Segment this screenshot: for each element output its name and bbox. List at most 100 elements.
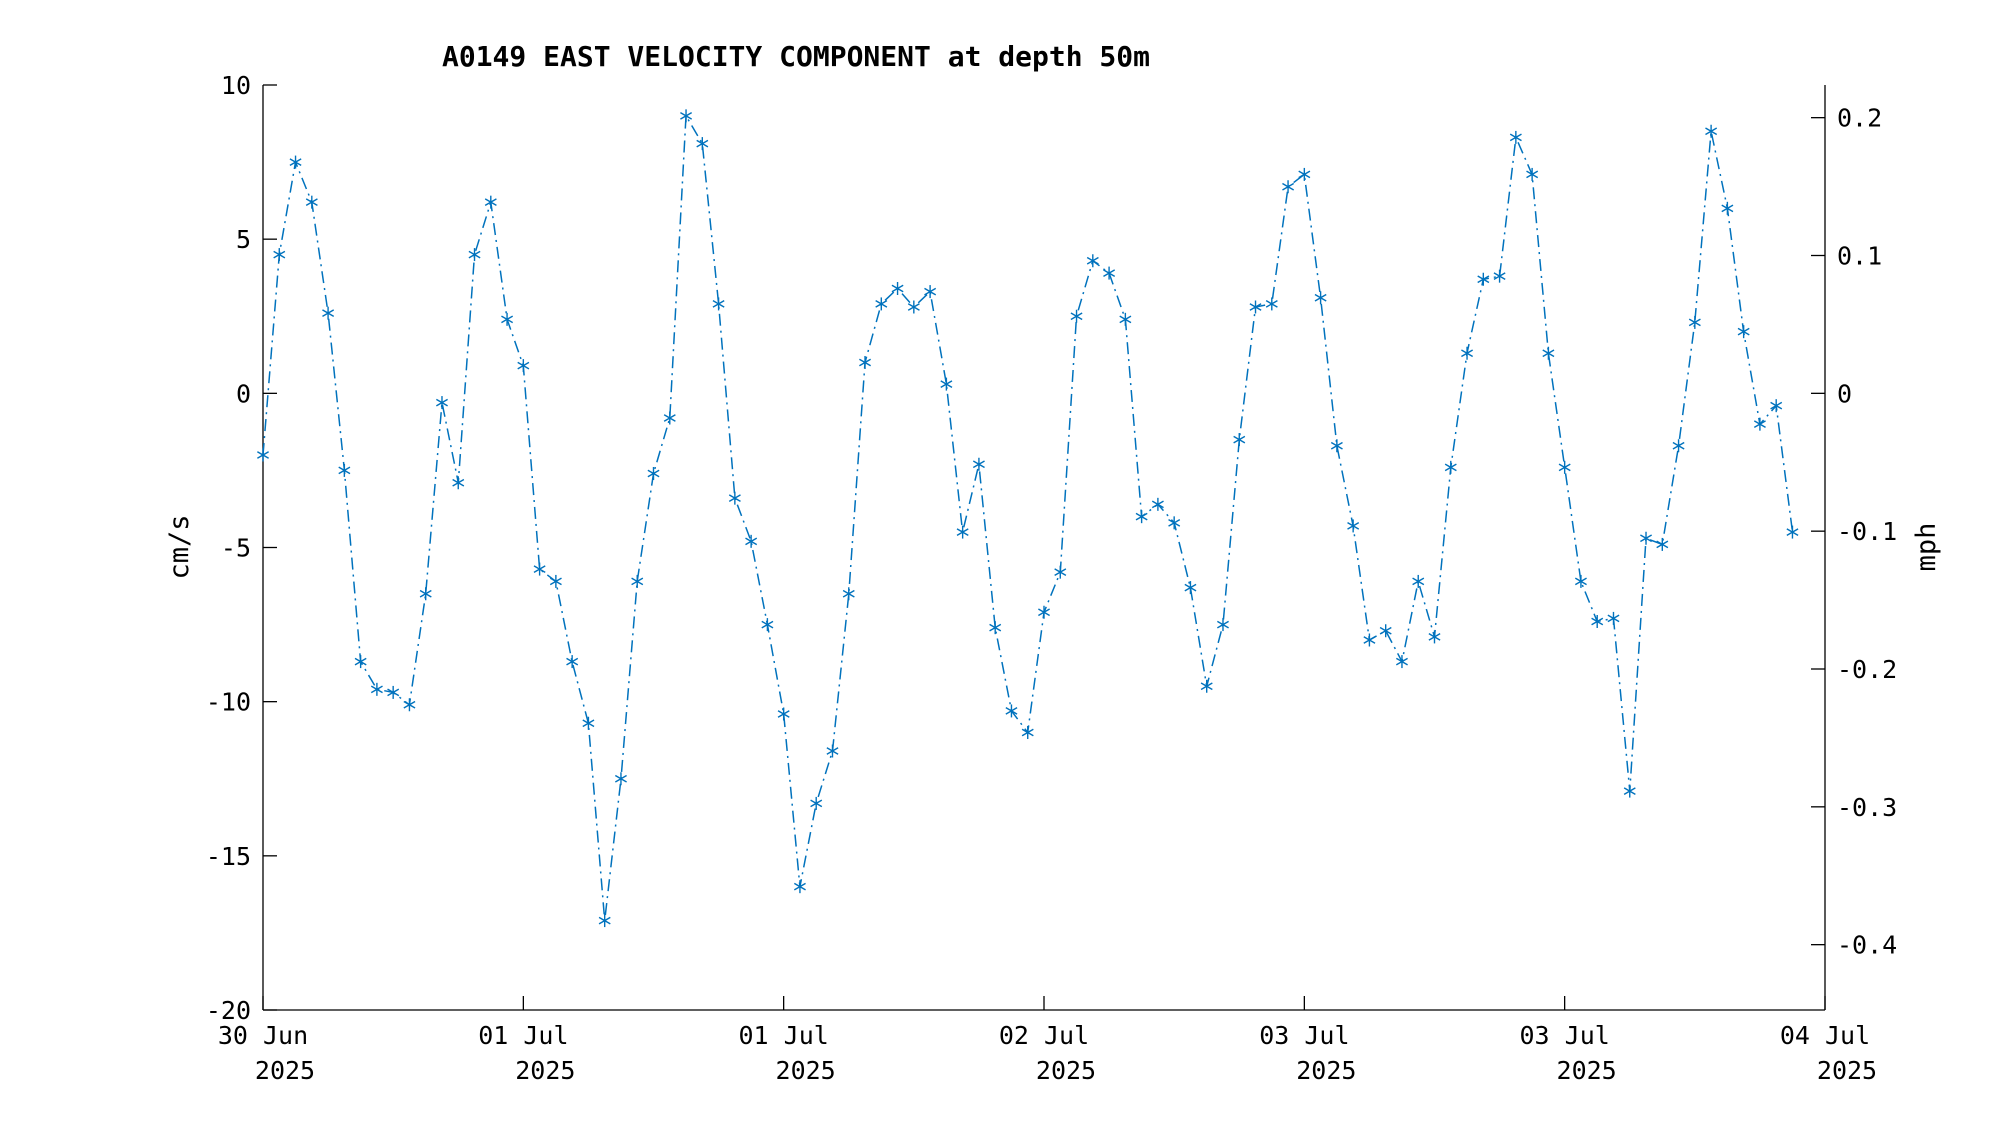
data-point [468,248,481,262]
y-tick-label-left: -20 [206,996,251,1025]
data-point [1379,624,1392,638]
data-point [403,698,416,712]
data-point [745,534,758,548]
data-point [1672,439,1685,453]
data-point [549,574,562,588]
data-point [289,155,302,169]
data-point [338,463,351,477]
data-point [989,621,1002,635]
data-point [484,195,497,209]
data-point [1200,679,1213,693]
y-axis-label-right: mph [1911,523,1942,572]
data-point [810,796,823,810]
data-point [1412,574,1425,588]
data-point [1103,266,1116,280]
data-point [1591,615,1604,628]
data-point [972,457,985,471]
data-point [1395,655,1408,669]
data-point [924,285,937,299]
y-axis-label-left: cm/s [164,514,195,579]
data-point [875,297,888,311]
data-point [1770,399,1783,413]
data-point [1786,525,1799,539]
data-point [1249,300,1262,314]
data-point [631,574,644,588]
right-axis-ticks: -0.4 -0.3 -0.2 -0.1 0 0.1 0.2 [1811,104,1897,960]
data-point [1607,611,1620,625]
data-point [1233,433,1246,447]
data-point [1753,417,1766,431]
y-tick-label-left: -15 [206,842,251,871]
data-point [891,282,904,295]
x-tick-label-year: 2025 [1817,1056,1877,1085]
data-point [712,297,725,311]
x-tick-label-date: 30 Jun [218,1021,308,1050]
y-tick-label-right: 0.1 [1837,241,1882,270]
data-point [1363,633,1376,647]
data-point [1119,312,1132,326]
data-point [1135,510,1148,524]
data-point [419,587,432,601]
data-point [322,306,335,320]
x-tick-label-date: 01 Jul [738,1021,828,1050]
x-tick-label-year: 2025 [255,1056,315,1085]
data-point [598,914,611,928]
data-point [1282,180,1295,194]
y-tick-label-left: -10 [206,688,251,717]
data-point [1314,291,1327,305]
data-point [1461,346,1474,360]
data-point [436,396,448,410]
data-point [1542,346,1555,360]
data-point [1656,537,1669,551]
data-point [777,707,790,721]
data-point [582,716,595,730]
data-point [517,359,530,373]
data-point [1151,497,1164,511]
y-tick-label-right: -0.3 [1837,793,1897,822]
data-point [1526,167,1539,181]
data-point [1428,630,1441,644]
data-point [370,682,383,696]
data-point [1086,254,1099,268]
data-point [452,476,465,490]
data-point [1574,574,1587,588]
y-tick-label-left: 10 [221,71,251,100]
data-point [1688,315,1701,329]
data-point [1493,269,1506,283]
data-point [273,248,286,262]
data-point [1265,297,1278,311]
left-axis-ticks: -20 -15 -10 -5 0 5 10 [206,71,277,1025]
data-point [1705,124,1718,138]
data-point [940,377,953,391]
data-point [1558,460,1571,474]
data-point [1021,726,1034,739]
data-point [1347,519,1360,533]
y-tick-label-right: -0.4 [1837,931,1897,960]
data-point [1737,325,1750,339]
data-point [1509,130,1522,144]
x-tick-label-year: 2025 [1036,1056,1096,1085]
data-point [793,880,806,894]
x-tick-label-year: 2025 [776,1056,836,1085]
x-tick-label-year: 2025 [1557,1056,1617,1085]
x-tick-label-date: 03 Jul [1259,1021,1349,1050]
y-tick-label-right: -0.1 [1837,517,1897,546]
data-point [696,137,709,151]
data-point [956,525,969,539]
data-point [859,356,872,369]
data-point [1623,784,1636,798]
chart-title: A0149 EAST VELOCITY COMPONENT at depth 5… [442,40,1150,73]
data-point [387,685,400,699]
data-point [566,655,579,669]
data-point [728,491,741,505]
y-tick-label-right: 0.2 [1837,104,1882,133]
y-tick-label-right: 0 [1837,379,1852,408]
data-point [354,655,367,669]
series-markers [257,109,1799,928]
data-point [305,195,318,209]
x-tick-label-year: 2025 [515,1056,575,1085]
data-point [1168,516,1181,530]
data-point [1298,167,1311,181]
x-tick-label-year: 2025 [1296,1056,1356,1085]
